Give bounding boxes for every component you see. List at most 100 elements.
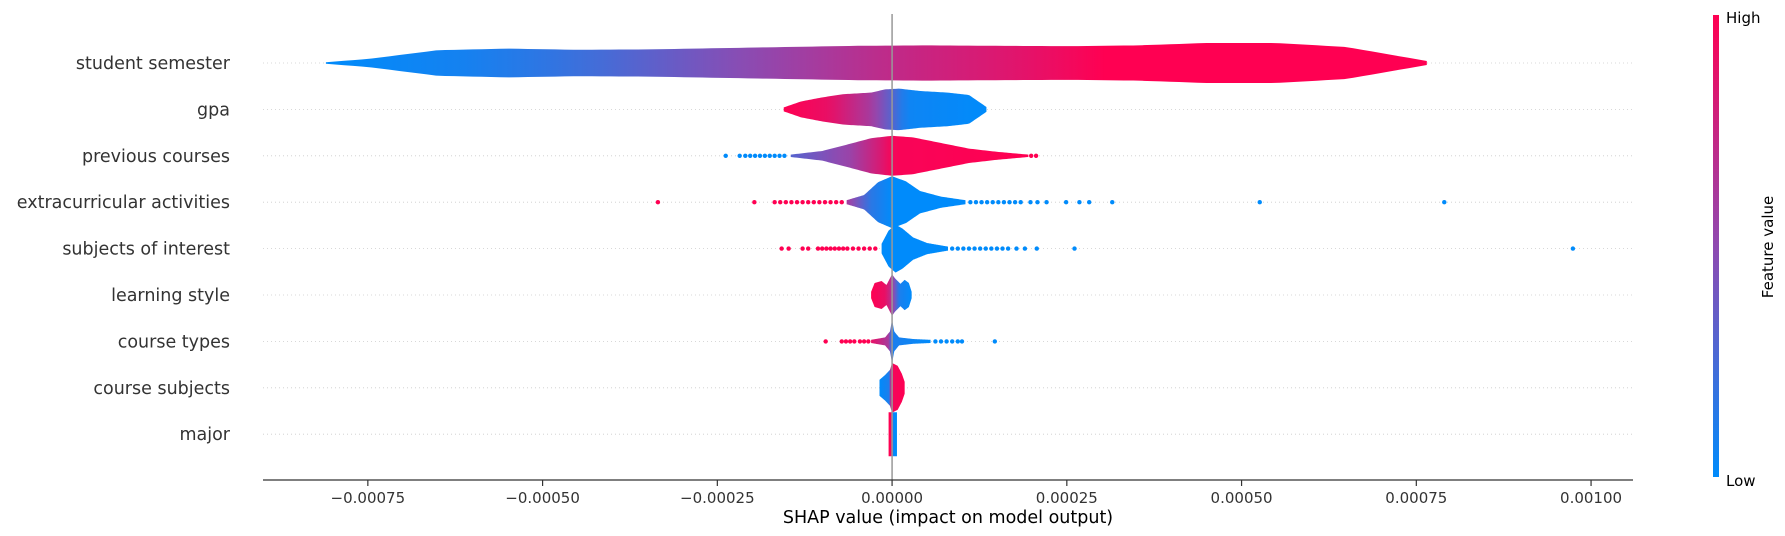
outlier-point — [990, 200, 995, 205]
outlier-point — [1028, 153, 1034, 158]
outlier-point — [1001, 200, 1007, 205]
outlier-point — [1044, 200, 1049, 205]
outlier-point — [866, 339, 871, 344]
violin-previous-courses — [790, 135, 1029, 176]
outlier-point — [1000, 246, 1005, 251]
x-tick-label: 0.00075 — [1385, 489, 1447, 507]
outlier-point — [873, 246, 878, 251]
feature-label-course-types: course types — [118, 332, 230, 352]
outlier-point — [786, 246, 791, 251]
outlier-point — [843, 339, 849, 344]
outlier-point — [857, 339, 863, 344]
outlier-point — [767, 153, 772, 158]
outlier-point — [832, 246, 837, 251]
violin-subjects-of-interest — [881, 224, 948, 273]
x-axis-title: SHAP value (impact on model output) — [783, 508, 1113, 528]
outlier-point — [1005, 246, 1011, 251]
outlier-point — [1072, 246, 1077, 251]
outlier-point — [1257, 200, 1262, 205]
outlier-point — [984, 200, 990, 205]
outlier-point — [852, 339, 857, 344]
outlier-point — [992, 339, 998, 344]
outlier-point — [933, 339, 938, 344]
outlier-point — [856, 246, 861, 251]
outlier-point — [983, 246, 988, 251]
outlier-point — [938, 339, 944, 344]
feature-label-subjects-of-interest: subjects of interest — [62, 240, 230, 260]
outlier-point — [847, 339, 853, 344]
outlier-point — [817, 200, 822, 205]
outlier-point — [1034, 246, 1039, 251]
outlier-point — [1063, 200, 1069, 205]
x-tick-label: −0.00025 — [680, 489, 755, 507]
colorbar-low-label: Low — [1726, 472, 1756, 490]
colorbar-title: Feature value — [1759, 196, 1777, 298]
outlier-point — [822, 200, 828, 205]
outlier-point — [743, 153, 748, 158]
outlier-point — [996, 200, 1001, 205]
feature-label-learning-style: learning style — [111, 286, 230, 306]
outlier-point — [979, 200, 984, 205]
feature-label-previous-courses: previous courses — [82, 147, 230, 167]
outlier-point — [723, 153, 728, 158]
outlier-point — [789, 200, 794, 205]
violin-extracurricular-activities — [846, 176, 966, 229]
outlier-points — [655, 153, 1576, 344]
outlier-point — [1570, 246, 1576, 251]
outlier-point — [944, 339, 949, 344]
outlier-point — [772, 200, 777, 205]
outlier-point — [973, 200, 979, 205]
outlier-point — [959, 339, 965, 344]
outlier-point — [1028, 200, 1033, 205]
outlier-point — [1012, 200, 1018, 205]
outlier-point — [806, 246, 811, 251]
outlier-point — [867, 246, 872, 251]
outlier-point — [811, 200, 816, 205]
outlier-point — [806, 200, 811, 205]
violin-student-semester — [325, 43, 1427, 83]
outlier-point — [815, 246, 821, 251]
feature-label-course-subjects: course subjects — [93, 379, 230, 399]
outlier-point — [949, 246, 955, 251]
outlier-point — [840, 246, 846, 251]
violin-series — [325, 43, 1427, 457]
outlier-point — [1014, 246, 1019, 251]
colorbar — [1713, 15, 1719, 477]
outlier-point — [800, 200, 805, 205]
outlier-point — [800, 246, 805, 251]
outlier-point — [778, 200, 783, 205]
outlier-point — [861, 339, 867, 344]
outlier-point — [845, 246, 850, 251]
outlier-point — [819, 246, 825, 251]
outlier-point — [1018, 200, 1023, 205]
outlier-point — [1110, 200, 1115, 205]
outlier-point — [1442, 200, 1447, 205]
x-tick-label: 0.00025 — [1036, 489, 1098, 507]
x-tick-label: 0.00050 — [1211, 489, 1273, 507]
outlier-point — [828, 200, 833, 205]
outlier-point — [949, 339, 955, 344]
outlier-point — [861, 246, 867, 251]
feature-labels: student semester gpa previous courses extra… — [17, 54, 231, 445]
outlier-point — [777, 153, 782, 158]
outlier-point — [762, 153, 768, 158]
outlier-point — [994, 246, 1000, 251]
outlier-point — [752, 153, 758, 158]
x-tick-label: 0.00100 — [1560, 489, 1622, 507]
outlier-point — [966, 246, 972, 251]
x-axis-ticks: −0.00075 −0.00050 −0.00025 0.00000 0.00025 0.… — [331, 480, 1622, 507]
outlier-point — [839, 339, 844, 344]
violin-course-types — [871, 320, 931, 363]
outlier-point — [1086, 200, 1092, 205]
colorbar-high-label: High — [1726, 9, 1760, 27]
outlier-point — [836, 246, 842, 251]
outlier-point — [1035, 200, 1040, 205]
outlier-point — [955, 246, 960, 251]
x-tick-label: −0.00050 — [505, 489, 580, 507]
outlier-point — [1007, 200, 1012, 205]
outlier-point — [989, 246, 994, 251]
outlier-point — [794, 200, 800, 205]
outlier-point — [779, 246, 784, 251]
outlier-point — [782, 153, 787, 158]
outlier-point — [972, 246, 977, 251]
